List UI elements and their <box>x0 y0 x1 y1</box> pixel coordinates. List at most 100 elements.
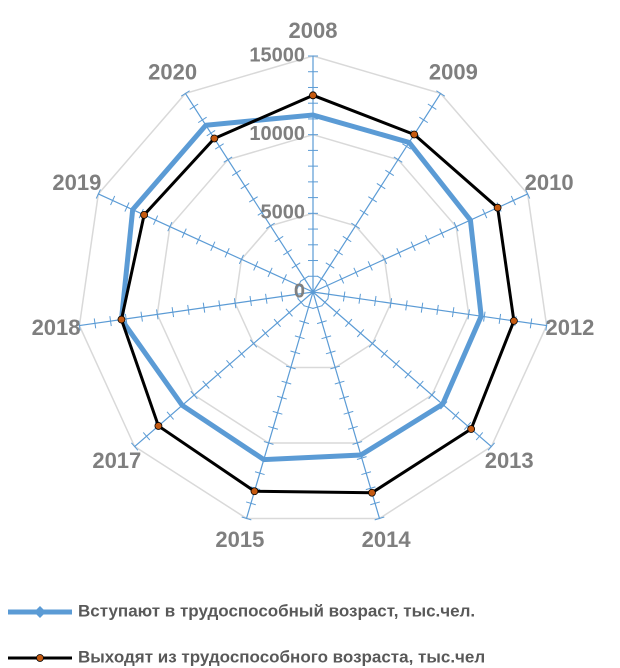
axis-tick <box>483 311 486 322</box>
axis-tick <box>195 234 202 245</box>
axis-tick <box>297 298 305 307</box>
axis-tick <box>241 516 252 521</box>
spoke <box>79 291 314 327</box>
axis-tick <box>487 442 496 451</box>
axis-tick <box>353 267 359 278</box>
axis-tick <box>347 425 358 430</box>
axis-tick <box>382 254 388 265</box>
axis-tick <box>268 425 279 430</box>
axis-tick <box>451 307 455 318</box>
category-label: 2010 <box>525 170 574 195</box>
axis-tick <box>330 365 341 370</box>
axis-tick <box>265 293 268 304</box>
axis-tick <box>325 350 336 355</box>
axis-tick <box>257 209 267 216</box>
spoke <box>134 291 314 448</box>
axis-tick <box>153 215 159 225</box>
axis-tick <box>210 241 216 252</box>
axis-tick <box>233 298 237 309</box>
axis-tick <box>436 304 439 315</box>
axis-tick <box>356 456 367 460</box>
point <box>140 210 149 219</box>
axis-tick <box>325 262 335 269</box>
point <box>154 422 163 430</box>
axis-tick <box>291 262 301 269</box>
axis-tick <box>226 360 234 369</box>
axis-tick <box>405 300 408 311</box>
axis-tick <box>529 318 533 329</box>
point <box>250 487 259 496</box>
point <box>309 91 317 100</box>
axis-tick <box>197 116 207 124</box>
axis-tick <box>420 302 424 313</box>
category-label: 2008 <box>289 18 338 43</box>
axis-tick <box>545 320 548 331</box>
y-tick-label: 15000 <box>249 44 305 66</box>
axis-tick <box>300 275 309 282</box>
axis-tick <box>248 196 258 203</box>
axis-tick <box>396 248 402 258</box>
axis-tick <box>296 289 299 300</box>
axis-tick <box>365 486 376 491</box>
axis-tick <box>156 309 159 320</box>
axis-tick <box>223 156 233 163</box>
grid-ring <box>234 212 392 369</box>
axis-tick <box>249 295 252 306</box>
axis-tick <box>404 370 412 379</box>
legend-label: Вступают в трудоспособный возраст, тыс.ч… <box>78 601 475 620</box>
axis-tick <box>453 221 459 232</box>
category-label: 2017 <box>92 448 141 473</box>
category-label: 2019 <box>52 170 101 195</box>
axis-tick <box>321 298 329 307</box>
axis-tick <box>392 360 400 369</box>
axis-tick <box>356 329 365 338</box>
axis-tick <box>187 304 190 315</box>
point <box>509 316 518 325</box>
axis-tick <box>452 411 460 420</box>
axis-tick <box>334 380 345 385</box>
axis-tick <box>254 471 265 476</box>
axis-tick <box>231 169 241 177</box>
grid-ring <box>78 55 548 520</box>
axis-tick <box>368 339 377 348</box>
axis-tick <box>272 410 283 415</box>
axis-tick <box>274 235 284 243</box>
axis-tick <box>333 308 341 317</box>
axis-tick <box>351 222 361 229</box>
axis-tick <box>368 196 378 203</box>
axis-tick <box>261 329 270 338</box>
axis-tick <box>166 411 174 420</box>
axis-tick <box>303 305 314 309</box>
axis-tick <box>402 143 412 150</box>
axis-tick <box>424 234 431 245</box>
axis-tick <box>277 395 287 400</box>
axis-tick <box>180 90 190 97</box>
grid-ring <box>156 133 470 444</box>
category-label: 2014 <box>362 527 412 552</box>
axis-tick <box>280 291 284 302</box>
axis-tick <box>389 298 393 309</box>
axis-tick <box>238 349 246 358</box>
axis-tick <box>249 339 258 348</box>
category-label: 2020 <box>148 59 197 84</box>
y-tick-label: 5000 <box>261 202 306 224</box>
axis-tick <box>124 202 130 212</box>
axis-tick <box>345 318 353 328</box>
axis-tick <box>214 370 222 379</box>
axis-tick <box>263 441 274 445</box>
axis-tick <box>428 390 436 400</box>
axis-tick <box>202 302 206 313</box>
axis-tick <box>124 313 128 324</box>
spoke <box>312 291 492 448</box>
axis-tick <box>467 309 470 320</box>
axis-tick <box>416 380 424 389</box>
axis-tick <box>510 195 516 206</box>
axis-tick <box>206 130 216 137</box>
legend-label: Выходят из трудоспособного возраста, тыс… <box>78 647 485 666</box>
axis-tick <box>294 335 305 340</box>
axis-tick <box>370 501 380 506</box>
axis-tick <box>190 390 198 400</box>
axis-tick <box>285 308 293 317</box>
axis-tick <box>238 254 244 265</box>
axis-tick <box>361 471 372 476</box>
